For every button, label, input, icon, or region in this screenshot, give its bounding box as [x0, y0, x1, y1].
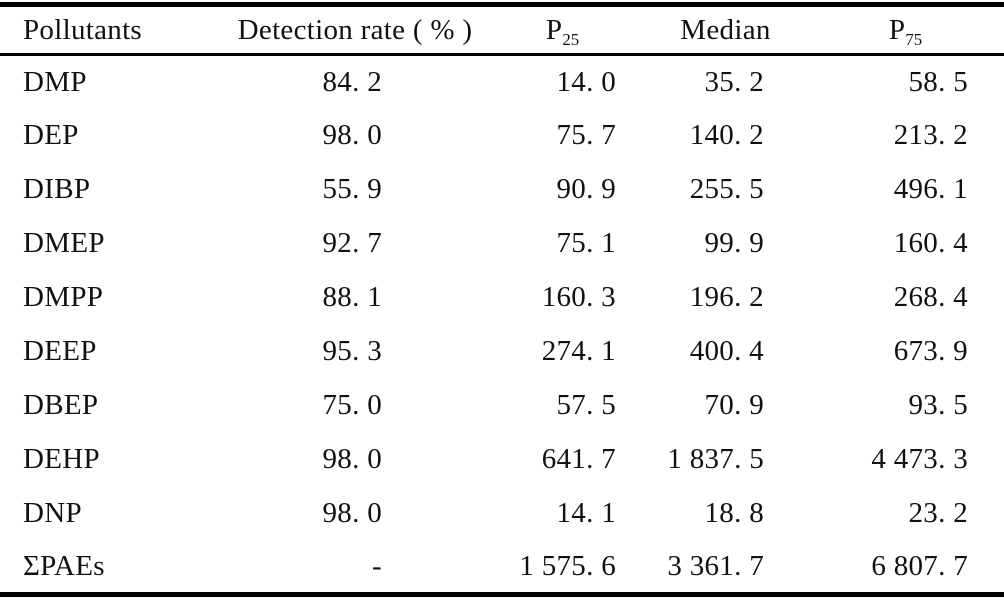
pollutants-table: Pollutants Detection rate ( % ) P25 Medi…: [0, 2, 1004, 597]
cell-median: 18. 8: [704, 497, 764, 529]
cell-p75: 160. 4: [893, 227, 968, 259]
cell-detection-rate: 98. 0: [322, 497, 382, 529]
table-row: DEP 98. 0 75. 7 140. 2 213. 2: [0, 109, 1004, 163]
cell-pollutant: DIBP: [23, 173, 91, 205]
cell-pollutant: DNP: [23, 497, 82, 529]
cell-median: 35. 2: [704, 65, 764, 98]
cell-p75: 58. 5: [908, 65, 968, 98]
header-row: Pollutants Detection rate ( % ) P25 Medi…: [0, 4, 1004, 56]
cell-p75: 23. 2: [908, 497, 968, 529]
cell-detection-rate: 84. 2: [322, 65, 382, 98]
cell-p25: 274. 1: [541, 335, 616, 367]
col-header-p75: P75: [780, 4, 1004, 56]
p25-base: P: [545, 13, 563, 46]
cell-p75: 496. 1: [893, 173, 968, 205]
p75-base: P: [888, 13, 906, 46]
cell-p25: 641. 7: [541, 443, 616, 475]
cell-median: 3 361. 7: [667, 549, 764, 582]
cell-pollutant: DEHP: [23, 443, 100, 475]
cell-pollutant: DMEP: [23, 227, 105, 259]
cell-p75: 213. 2: [893, 119, 968, 151]
cell-p25: 57. 5: [556, 389, 616, 421]
cell-median: 400. 4: [689, 335, 764, 367]
cell-median: 1 837. 5: [667, 443, 764, 475]
cell-p75: 673. 9: [893, 335, 968, 367]
table-row: ΣPAEs - 1 575. 6 3 361. 7 6 807. 7: [0, 541, 1004, 595]
cell-detection-rate: 75. 0: [322, 389, 382, 421]
table-row: DMPP 88. 1 160. 3 196. 2 268. 4: [0, 271, 1004, 325]
p25-subscript: 25: [562, 29, 580, 49]
cell-p25: 14. 0: [556, 65, 616, 98]
cell-pollutant: DMP: [23, 65, 87, 98]
cell-p25: 1 575. 6: [519, 549, 616, 582]
cell-p75: 93. 5: [908, 389, 968, 421]
cell-p25: 75. 7: [556, 119, 616, 151]
cell-detection-rate: 88. 1: [322, 281, 382, 313]
cell-detection-rate: 98. 0: [322, 119, 382, 151]
cell-detection-rate: 98. 0: [322, 443, 382, 475]
cell-pollutant: DEP: [23, 119, 79, 151]
cell-p25: 75. 1: [556, 227, 616, 259]
cell-pollutant: ΣPAEs: [23, 549, 105, 582]
col-header-p25: P25: [510, 4, 630, 56]
p75-subscript: 75: [905, 29, 923, 49]
cell-detection-rate: -: [372, 549, 382, 582]
cell-p75: 4 473. 3: [871, 443, 968, 475]
cell-median: 99. 9: [704, 227, 764, 259]
cell-p25: 90. 9: [556, 173, 616, 205]
table-row: DBEP 75. 0 57. 5 70. 9 93. 5: [0, 379, 1004, 433]
cell-p75: 268. 4: [893, 281, 968, 313]
cell-median: 140. 2: [689, 119, 764, 151]
table-row: DMP 84. 2 14. 0 35. 2 58. 5: [0, 55, 1004, 109]
cell-median: 255. 5: [689, 173, 764, 205]
col-header-detection-rate: Detection rate ( % ): [200, 4, 510, 56]
cell-p25: 160. 3: [541, 281, 616, 313]
table-row: DEEP 95. 3 274. 1 400. 4 673. 9: [0, 325, 1004, 379]
table-row: DEHP 98. 0 641. 7 1 837. 5 4 473. 3: [0, 433, 1004, 487]
cell-p75: 6 807. 7: [871, 549, 968, 582]
table-row: DMEP 92. 7 75. 1 99. 9 160. 4: [0, 217, 1004, 271]
cell-median: 70. 9: [704, 389, 764, 421]
cell-detection-rate: 92. 7: [322, 227, 382, 259]
cell-pollutant: DEEP: [23, 335, 97, 367]
cell-pollutant: DMPP: [23, 281, 104, 313]
cell-p25: 14. 1: [556, 497, 616, 529]
col-header-median: Median: [630, 4, 780, 56]
cell-median: 196. 2: [689, 281, 764, 313]
cell-pollutant: DBEP: [23, 389, 99, 421]
cell-detection-rate: 95. 3: [322, 335, 382, 367]
col-header-pollutants: Pollutants: [0, 4, 200, 56]
table-row: DIBP 55. 9 90. 9 255. 5 496. 1: [0, 163, 1004, 217]
table-row: DNP 98. 0 14. 1 18. 8 23. 2: [0, 487, 1004, 541]
cell-detection-rate: 55. 9: [322, 173, 382, 205]
